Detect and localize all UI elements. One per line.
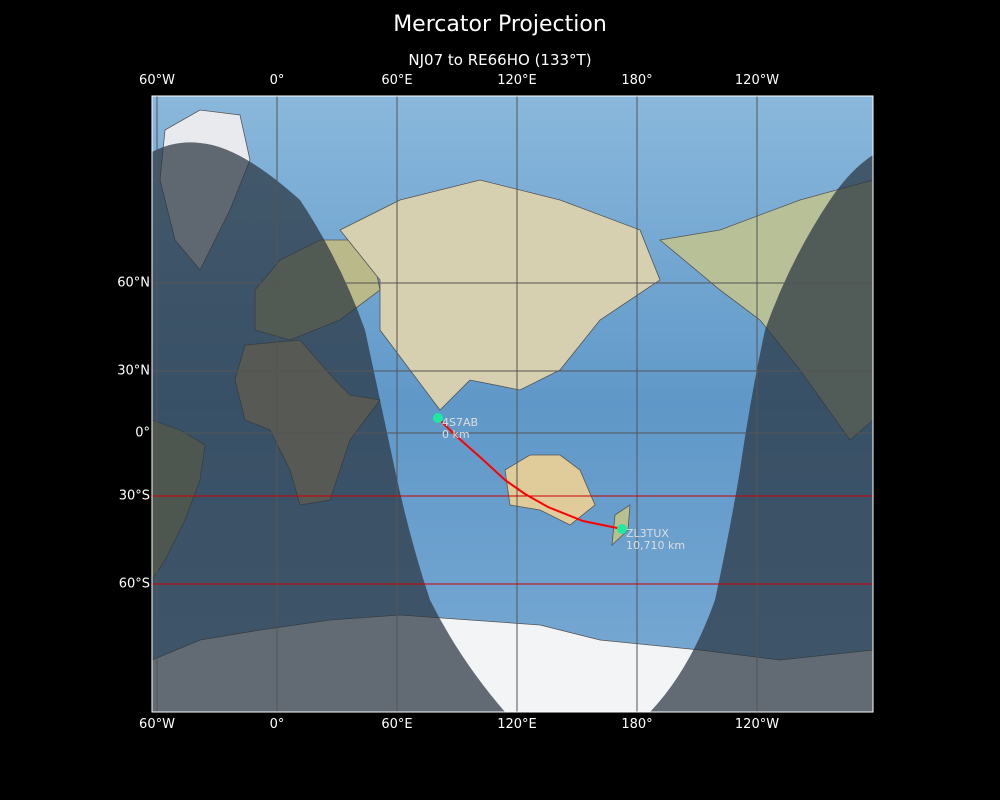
- start-distance-label: 0 km: [442, 428, 470, 441]
- top-tick-180: 180°: [621, 73, 653, 88]
- bottom-tick-0: 0°: [269, 717, 285, 732]
- asia: [339, 179, 661, 411]
- left-tick-30s: 30°S: [118, 488, 150, 504]
- top-tick-120e: 120°E: [497, 73, 537, 88]
- top-tick-120w: 120°W: [734, 73, 780, 88]
- left-tick-60s: 60°S: [118, 576, 150, 592]
- graticule: [152, 96, 873, 712]
- route-path: [437, 417, 623, 530]
- bottom-tick-120e: 120°E: [497, 717, 537, 732]
- left-tick-0: 0°: [135, 425, 150, 441]
- bottom-tick-60e: 60°E: [381, 717, 413, 732]
- left-tick-30n: 30°N: [117, 363, 150, 379]
- bottom-tick-120w: 120°W: [734, 717, 780, 732]
- bottom-tick-180: 180°: [621, 717, 653, 732]
- figure-title: Mercator Projection: [393, 12, 607, 37]
- end-distance-label: 10,710 km: [626, 539, 685, 552]
- top-tick-0: 0°: [269, 73, 285, 88]
- top-tick-60e: 60°E: [381, 73, 413, 88]
- left-tick-60n: 60°N: [117, 275, 150, 291]
- start-marker: [433, 413, 443, 423]
- top-tick-60w: 60°W: [139, 73, 175, 88]
- end-marker: [617, 524, 627, 534]
- map-frame: [151, 95, 874, 713]
- night-shade-west: [152, 142, 505, 712]
- australia: [504, 454, 596, 526]
- map-subtitle: NJ07 to RE66HO (133°T): [408, 51, 592, 69]
- end-call-label: ZL3TUX: [626, 527, 669, 540]
- bottom-tick-60w: 60°W: [139, 717, 175, 732]
- start-call-label: 4S7AB: [442, 416, 478, 429]
